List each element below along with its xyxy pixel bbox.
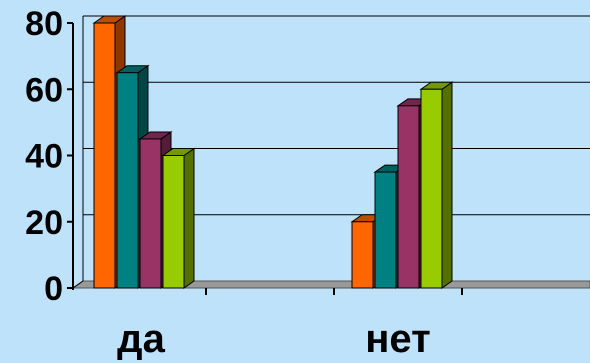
y-tick-label: 80 [25, 5, 63, 43]
bar-front [420, 88, 443, 289]
bar-front [397, 105, 420, 289]
y-tick-label: 40 [25, 138, 63, 176]
bar-front [374, 171, 397, 289]
x-category-label: да [117, 317, 165, 361]
y-tick-labels: 0 20 40 60 80 [25, 5, 63, 308]
bar-front [351, 221, 374, 289]
y-tick-label: 0 [44, 270, 63, 308]
axis-corner [72, 280, 84, 289]
y-tick-label: 60 [25, 71, 63, 109]
bar-side [183, 147, 195, 289]
y-axis [67, 16, 463, 295]
bars [92, 15, 454, 289]
bar-front [116, 72, 139, 289]
x-category-labels: да нет [117, 317, 431, 361]
bar [419, 81, 454, 289]
bar-front [162, 155, 185, 289]
y-tick-label: 20 [25, 204, 63, 242]
bar-side [441, 81, 453, 289]
bar-front [93, 22, 116, 289]
bar-front [139, 138, 162, 289]
x-category-label: нет [365, 317, 430, 361]
bar [161, 147, 196, 289]
